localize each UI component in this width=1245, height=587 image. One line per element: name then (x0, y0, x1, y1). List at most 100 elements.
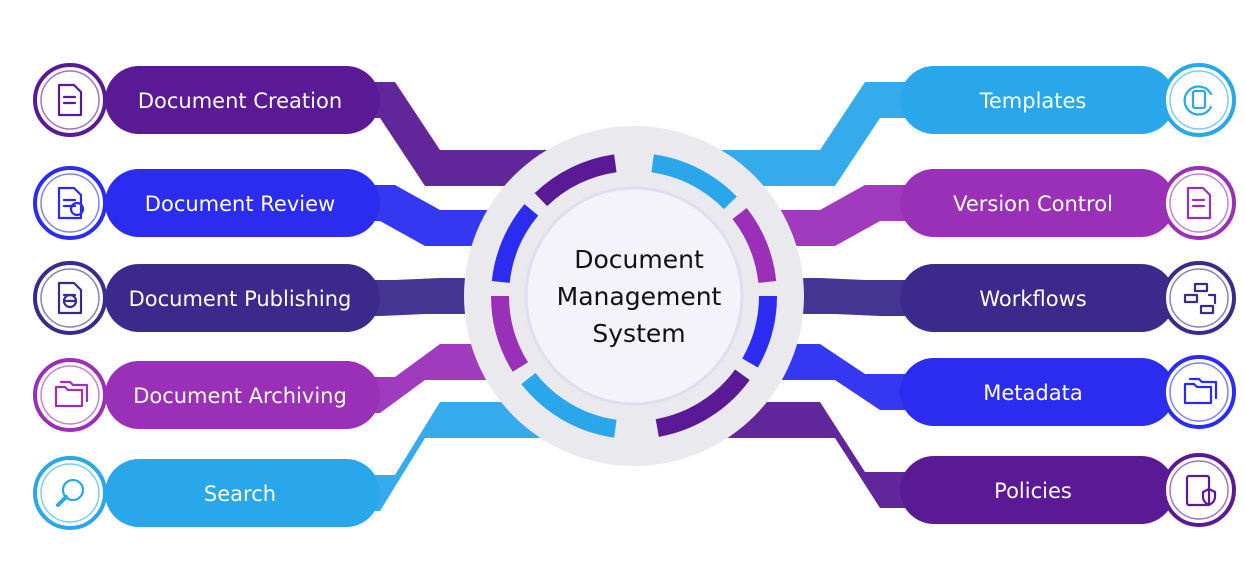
document-versions-icon (1186, 186, 1212, 220)
glyph (61, 478, 85, 502)
glyph (1185, 474, 1211, 507)
connector-search (350, 402, 560, 511)
glyph (1201, 487, 1217, 507)
item-pill (105, 361, 380, 429)
ring-segment (491, 204, 539, 284)
connector-document-creation (350, 82, 560, 186)
icon-ring (1162, 166, 1236, 240)
item-label: Document Review (145, 192, 335, 216)
glyph (1183, 293, 1199, 304)
ring-segment (534, 154, 617, 207)
item-pill (105, 66, 380, 134)
item-pill (105, 169, 380, 237)
icon-ring (1162, 63, 1236, 137)
item-document-publishing[interactable]: Document Publishing (33, 261, 380, 335)
item-pill (900, 264, 1175, 332)
item-policies[interactable]: Policies (900, 453, 1236, 527)
item-label: Templates (979, 89, 1087, 113)
glyph (56, 495, 68, 507)
icon-inner-ring (1169, 268, 1229, 328)
icon-inner-ring (1169, 362, 1229, 422)
glyph (1183, 85, 1213, 116)
ring-segments (491, 154, 777, 438)
glyph (57, 83, 83, 117)
item-version-control[interactable]: Version Control (900, 166, 1236, 240)
document-idea-icon (57, 83, 83, 117)
icon-ring (1162, 453, 1236, 527)
clipboard-shield-icon (1185, 474, 1217, 507)
icon-ring (33, 63, 107, 137)
center-ring: Document Management System (464, 126, 804, 466)
ring-segment (491, 295, 529, 372)
icon-inner-ring (40, 268, 100, 328)
folders-icon (1183, 377, 1218, 405)
refresh-document-icon (1183, 85, 1213, 116)
document-globe-icon (57, 281, 83, 315)
item-label: Document Creation (138, 89, 342, 113)
glyph (57, 281, 83, 315)
workflow-icon (1183, 282, 1217, 315)
glyph (1207, 293, 1217, 305)
ring-segment (521, 372, 617, 438)
item-pill (105, 264, 380, 332)
ring-segment (732, 207, 777, 284)
glyph (54, 385, 84, 408)
icon-inner-ring (1169, 173, 1229, 233)
glyph (1183, 382, 1213, 405)
item-document-creation[interactable]: Document Creation (33, 63, 380, 137)
ring-segment (655, 369, 750, 437)
icon-ring (33, 261, 107, 335)
glyph (57, 186, 83, 220)
center-title-line-1: Document (574, 245, 704, 274)
item-pill (105, 459, 380, 527)
glyph (1188, 377, 1218, 400)
glyph (1191, 89, 1207, 110)
icon-inner-ring (40, 70, 100, 130)
glyph (1186, 186, 1212, 220)
connector-templates (710, 82, 910, 186)
item-label: Search (204, 482, 276, 506)
item-pill (900, 456, 1175, 524)
glyph (62, 293, 78, 309)
icon-inner-ring (1169, 460, 1229, 520)
ring-segment (651, 154, 737, 210)
icon-ring (1162, 261, 1236, 335)
item-workflows[interactable]: Workflows (900, 261, 1236, 335)
icon-inner-ring (1169, 70, 1229, 130)
item-pill (900, 358, 1175, 426)
item-pill (900, 169, 1175, 237)
center-disc (524, 186, 744, 406)
folder-shield-icon (54, 380, 89, 408)
glyph (59, 380, 89, 403)
document-search-icon (57, 186, 85, 220)
icon-ring (33, 358, 107, 432)
magnifier-icon (56, 478, 85, 507)
items: Document Creation Document Review Document… (33, 63, 1236, 530)
item-label: Workflows (979, 287, 1086, 311)
item-label: Document Archiving (133, 384, 347, 408)
glyph (1199, 304, 1215, 315)
icon-inner-ring (40, 365, 100, 425)
item-label: Policies (994, 479, 1072, 503)
item-label: Metadata (983, 381, 1082, 405)
item-document-archiving[interactable]: Document Archiving (33, 358, 380, 432)
item-metadata[interactable]: Metadata (900, 355, 1236, 429)
glyph (1193, 282, 1209, 293)
item-templates[interactable]: Templates (900, 63, 1236, 137)
item-label: Document Publishing (129, 287, 352, 311)
item-document-review[interactable]: Document Review (33, 166, 380, 240)
item-pill (900, 66, 1175, 134)
icon-inner-ring (40, 173, 100, 233)
center-title-line-3: System (592, 319, 685, 348)
item-search[interactable]: Search (33, 456, 380, 530)
glyph (69, 201, 85, 217)
icon-ring (1162, 355, 1236, 429)
item-label: Version Control (953, 192, 1113, 216)
center-title-line-2: Management (557, 282, 722, 311)
connector-policies (710, 402, 910, 508)
icon-ring (33, 166, 107, 240)
icon-inner-ring (40, 463, 100, 523)
icon-ring (33, 456, 107, 530)
ring-segment (742, 295, 777, 368)
